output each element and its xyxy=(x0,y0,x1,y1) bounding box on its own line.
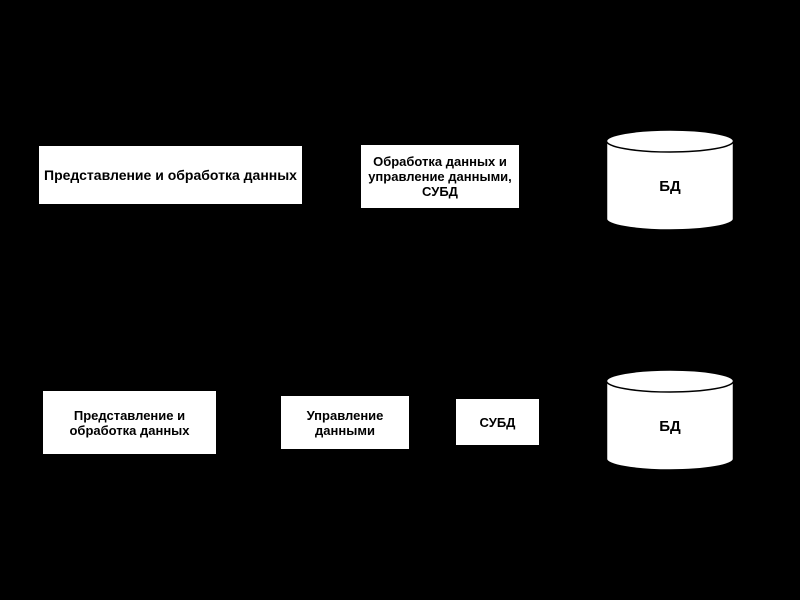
label-client-1: Клиент xyxy=(150,120,230,136)
box-server-1: Обработка данных и управление данными, С… xyxy=(360,144,520,209)
box-client-2: Представление и обработка данных xyxy=(42,390,217,455)
box-mgmt: Управление данными xyxy=(280,395,410,450)
box-client-1: Представление и обработка данных xyxy=(38,145,303,205)
label-server-app: Сервер приложений xyxy=(300,345,430,377)
arrow-1b xyxy=(520,174,605,186)
db-cylinder-1: БД xyxy=(605,130,735,230)
box-subd: СУБД xyxy=(455,398,540,446)
diagram-canvas: Распределенная обработка данных Архитекту… xyxy=(0,0,800,600)
section2-title: Архитектура сервера приложений xyxy=(260,300,580,316)
arrow-2b xyxy=(410,416,455,428)
section1-title: Архитектура активного сервера БД xyxy=(260,70,580,86)
page-title: Распределенная обработка данных xyxy=(198,18,618,39)
label-client-2: Клиент xyxy=(108,360,188,376)
arrow-2c xyxy=(540,416,605,428)
db-cylinder-2: БД xyxy=(605,370,735,470)
db-cylinder-2-label: БД xyxy=(605,418,735,435)
label-server-1: Сервер xyxy=(415,128,495,144)
db-cylinder-1-label: БД xyxy=(605,178,735,195)
arrow-1a xyxy=(303,170,360,182)
arrow-2a xyxy=(217,416,280,428)
label-server-db: Сервер БД xyxy=(450,365,560,381)
